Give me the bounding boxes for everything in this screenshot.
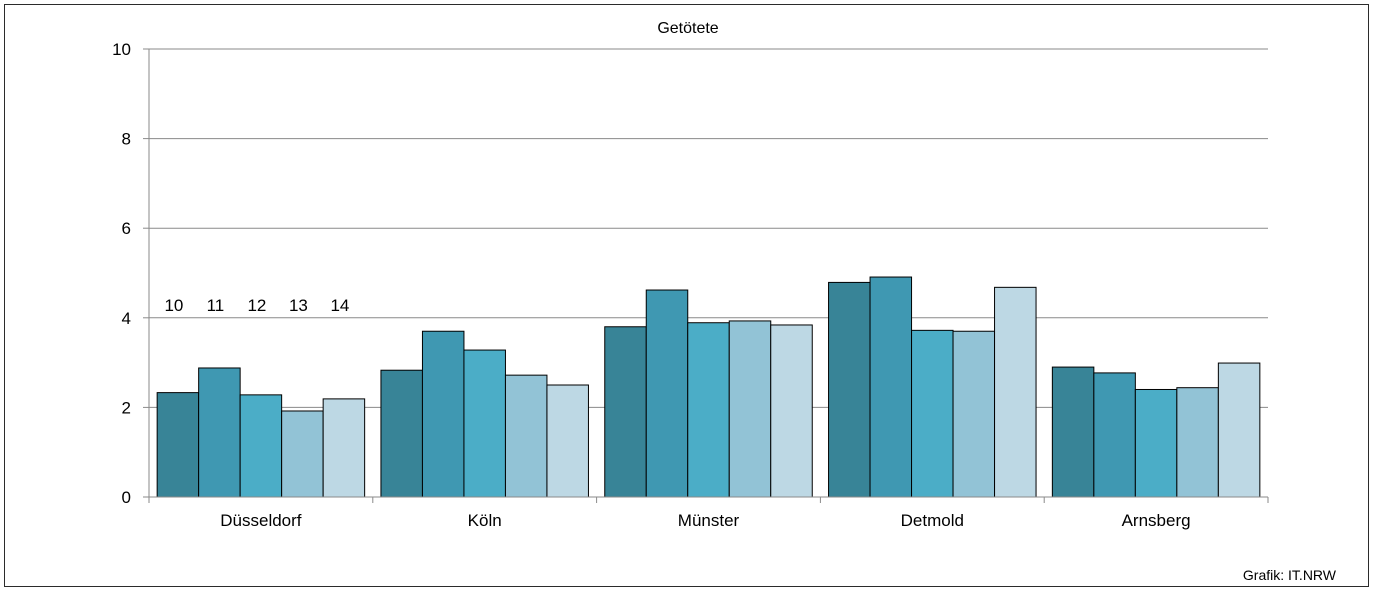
bar-köln-13 xyxy=(504,374,548,498)
y-tick-label: 10 xyxy=(112,40,131,59)
y-tick-label: 0 xyxy=(122,488,131,507)
bar-detmold-13 xyxy=(952,330,996,498)
bar-arnsberg-13 xyxy=(1176,387,1219,498)
bar-köln-10 xyxy=(380,369,423,498)
category-label: Arnsberg xyxy=(1122,511,1191,530)
bar-detmold-11 xyxy=(869,276,913,498)
y-axis-ticks: 0 2 4 6 8 10 xyxy=(112,40,149,507)
bar-arnsberg-11 xyxy=(1093,372,1136,498)
legend-label-11: 11 xyxy=(207,296,225,315)
category-label: Münster xyxy=(678,511,740,530)
bar-münster-14 xyxy=(770,324,813,498)
bars xyxy=(156,276,1261,498)
bar-detmold-12 xyxy=(911,329,954,498)
y-tick-label: 4 xyxy=(122,309,131,328)
bar-münster-12 xyxy=(687,322,730,498)
bar-arnsberg-12 xyxy=(1134,388,1178,498)
bar-düsseldorf-14 xyxy=(322,398,366,498)
legend-label-13: 13 xyxy=(289,296,308,315)
bar-köln-12 xyxy=(463,349,506,498)
bar-arnsberg-10 xyxy=(1051,366,1095,498)
chart-credit: Grafik: IT.NRW xyxy=(1243,567,1337,583)
category-label: Detmold xyxy=(901,511,964,530)
bar-köln-14 xyxy=(546,384,589,498)
bar-münster-11 xyxy=(645,289,689,498)
legend: 10 11 12 13 14 xyxy=(164,296,349,315)
bar-münster-10 xyxy=(604,326,647,498)
legend-label-12: 12 xyxy=(247,296,266,315)
bar-detmold-10 xyxy=(828,281,871,498)
y-tick-label: 6 xyxy=(122,219,131,238)
bar-düsseldorf-11 xyxy=(198,367,241,498)
bar-düsseldorf-13 xyxy=(281,410,324,498)
axes xyxy=(148,49,1269,503)
y-tick-label: 8 xyxy=(122,130,131,149)
bar-düsseldorf-12 xyxy=(239,394,283,498)
chart-title: Getötete xyxy=(657,20,718,37)
category-labels: Düsseldorf Köln Münster Detmold Arnsberg xyxy=(220,511,1190,530)
bar-detmold-14 xyxy=(994,286,1037,498)
category-label: Düsseldorf xyxy=(220,511,302,530)
legend-label-10: 10 xyxy=(164,296,183,315)
y-tick-label: 2 xyxy=(122,398,131,417)
bar-düsseldorf-10 xyxy=(156,392,200,498)
bar-münster-13 xyxy=(728,320,772,498)
legend-label-14: 14 xyxy=(330,296,349,315)
bar-köln-11 xyxy=(421,330,465,498)
category-label: Köln xyxy=(468,511,502,530)
bar-arnsberg-14 xyxy=(1217,362,1261,498)
